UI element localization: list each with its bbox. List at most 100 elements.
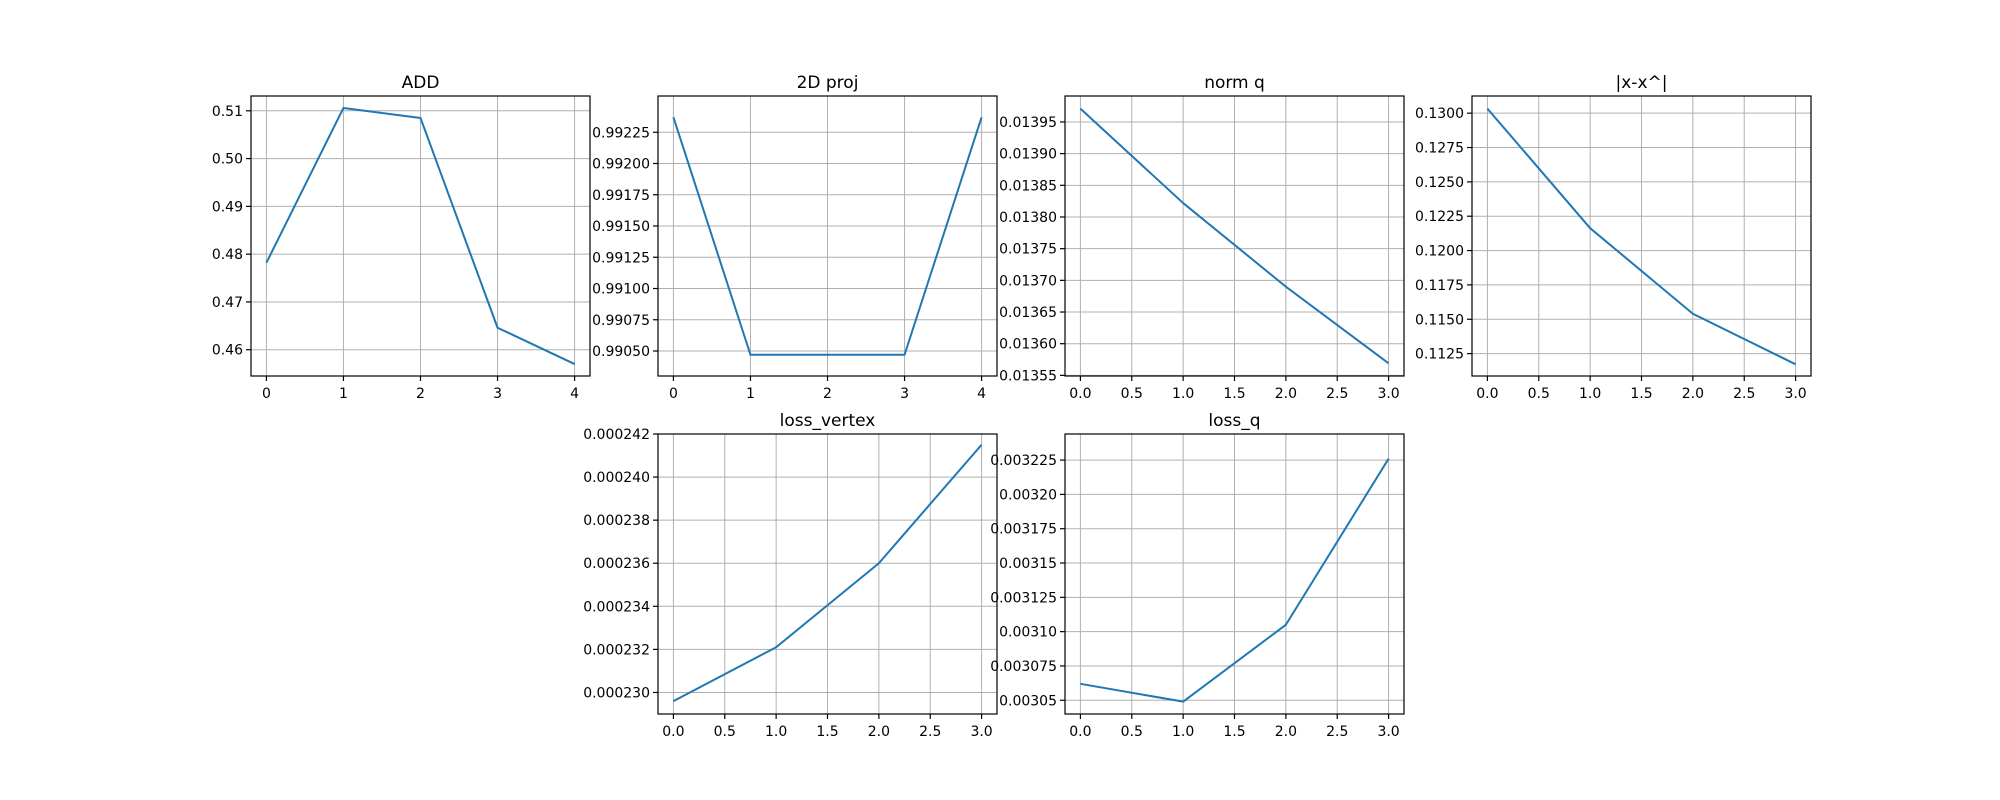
y-tick-label: 0.00310 [999, 625, 1057, 641]
x-tick-label: 2.0 [868, 724, 890, 740]
y-tick-label: 0.1300 [1415, 106, 1464, 122]
series-line [1080, 458, 1390, 703]
y-tick-label: 0.000234 [583, 599, 650, 615]
subplot-2: 0 1 2 3 4 0.99050 0.99075 0.99100 0.99125 0.99150… [592, 73, 998, 402]
x-tick-label: 4 [570, 386, 579, 402]
y-tick-label: 0.000240 [583, 470, 650, 486]
x-tick-label: 0.5 [714, 724, 736, 740]
x-tick-label: 2.0 [1682, 386, 1704, 402]
x-tick-label: 1 [339, 386, 348, 402]
subplot-1: 0 1 2 3 4 0.46 0.47 0.48 0.49 0.50 0.51 ADD [212, 73, 591, 402]
y-tick-label: 0.000236 [583, 556, 650, 572]
x-tick-label: 1.5 [816, 724, 838, 740]
y-tick-label: 0.99075 [592, 313, 650, 329]
x-tick-label: 0 [669, 386, 678, 402]
y-tick-label: 0.1125 [1415, 347, 1464, 363]
x-tick-label: 3.0 [970, 724, 992, 740]
x-tick-label: 2 [823, 386, 832, 402]
y-tick-label: 0.01360 [999, 337, 1057, 353]
y-tick-label: 0.47 [212, 295, 243, 311]
subplot-title: norm q [1204, 73, 1265, 93]
y-tick-label: 0.46 [212, 343, 243, 359]
series-line [672, 444, 983, 702]
y-tick-label: 0.49 [212, 199, 243, 215]
subplot-6: 0.0 0.5 1.0 1.5 2.0 2.5 3.0 0.00305 0.003075 0.00… [990, 411, 1405, 740]
x-tick-label: 1.0 [1172, 724, 1194, 740]
y-tick-label: 0.003075 [990, 659, 1057, 675]
y-tick-label: 0.01385 [999, 178, 1057, 194]
x-tick-label: 1.0 [1579, 386, 1601, 402]
subplot-title: loss_q [1208, 411, 1260, 431]
x-tick-label: 1.0 [765, 724, 787, 740]
subplot-title: |x-x^| [1616, 73, 1668, 93]
y-tick-label: 0.1150 [1415, 312, 1464, 328]
y-tick-label: 0.99175 [592, 188, 650, 204]
x-tick-label: 0.5 [1121, 386, 1143, 402]
y-tick-label: 0.48 [212, 247, 243, 263]
y-tick-label: 0.000232 [583, 642, 650, 658]
x-tick-label: 2.0 [1275, 724, 1297, 740]
y-tick-label: 0.01365 [999, 305, 1057, 321]
y-tick-label: 0.01355 [999, 368, 1057, 384]
series-line [1486, 107, 1797, 366]
x-tick-label: 0.0 [1476, 386, 1498, 402]
y-tick-label: 0.1275 [1415, 141, 1464, 157]
x-tick-label: 1.5 [1223, 386, 1245, 402]
subplot-title: ADD [402, 73, 440, 93]
y-tick-label: 0.99100 [592, 282, 650, 298]
y-tick-label: 0.99125 [592, 250, 650, 266]
y-tick-label: 0.01370 [999, 273, 1057, 289]
x-tick-label: 3 [493, 386, 502, 402]
x-tick-label: 0.0 [1069, 386, 1091, 402]
y-tick-label: 0.99200 [592, 157, 650, 173]
x-tick-label: 4 [977, 386, 986, 402]
x-tick-label: 2.5 [1733, 386, 1755, 402]
y-tick-label: 0.99150 [592, 219, 650, 235]
x-tick-label: 3.0 [1377, 724, 1399, 740]
subplot-5: 0.0 0.5 1.0 1.5 2.0 2.5 3.0 0.000230 0.000232 0.0… [583, 411, 998, 740]
y-tick-label: 0.01395 [999, 115, 1057, 131]
y-tick-label: 0.003225 [990, 453, 1057, 469]
x-tick-label: 3.0 [1784, 386, 1806, 402]
series-line [1079, 107, 1390, 365]
y-tick-label: 0.99225 [592, 125, 650, 141]
subplot-title: 2D proj [797, 73, 859, 93]
x-tick-label: 1.5 [1223, 724, 1245, 740]
y-tick-label: 0.51 [212, 104, 243, 120]
subplot-4: 0.0 0.5 1.0 1.5 2.0 2.5 3.0 0.1125 0.1150 0.1175 0… [1415, 73, 1812, 402]
y-tick-label: 0.000230 [583, 685, 650, 701]
subplot-title: loss_vertex [780, 411, 876, 431]
x-tick-label: 1.0 [1172, 386, 1194, 402]
x-tick-label: 1.5 [1630, 386, 1652, 402]
x-tick-label: 2 [416, 386, 425, 402]
x-tick-label: 2.5 [1326, 386, 1348, 402]
x-tick-label: 0.0 [662, 724, 684, 740]
x-tick-label: 3.0 [1377, 386, 1399, 402]
y-tick-label: 0.00305 [999, 693, 1057, 709]
y-tick-label: 0.01390 [999, 147, 1057, 163]
x-tick-label: 2.0 [1275, 386, 1297, 402]
y-tick-label: 0.003125 [990, 590, 1057, 606]
y-tick-label: 0.1175 [1415, 278, 1464, 294]
y-tick-label: 0.1250 [1415, 175, 1464, 191]
x-tick-label: 0.5 [1528, 386, 1550, 402]
y-tick-label: 0.003175 [990, 522, 1057, 538]
subplot-3: 0.0 0.5 1.0 1.5 2.0 2.5 3.0 0.01355 0.01360 0.013… [999, 73, 1405, 402]
y-tick-label: 0.00315 [999, 556, 1057, 572]
y-tick-label: 0.99050 [592, 344, 650, 360]
y-tick-label: 0.000238 [583, 513, 650, 529]
y-tick-label: 0.00320 [999, 487, 1057, 503]
y-tick-label: 0.01380 [999, 210, 1057, 226]
x-tick-label: 2.5 [919, 724, 941, 740]
y-tick-label: 0.50 [212, 152, 243, 168]
x-tick-label: 0.5 [1121, 724, 1143, 740]
y-tick-label: 0.000242 [583, 427, 650, 443]
x-tick-label: 1 [746, 386, 755, 402]
y-tick-label: 0.01375 [999, 242, 1057, 258]
x-tick-label: 0 [262, 386, 271, 402]
x-tick-label: 2.5 [1326, 724, 1348, 740]
x-tick-label: 0.0 [1069, 724, 1091, 740]
y-tick-label: 0.1200 [1415, 244, 1464, 260]
y-tick-label: 0.1225 [1415, 209, 1464, 225]
